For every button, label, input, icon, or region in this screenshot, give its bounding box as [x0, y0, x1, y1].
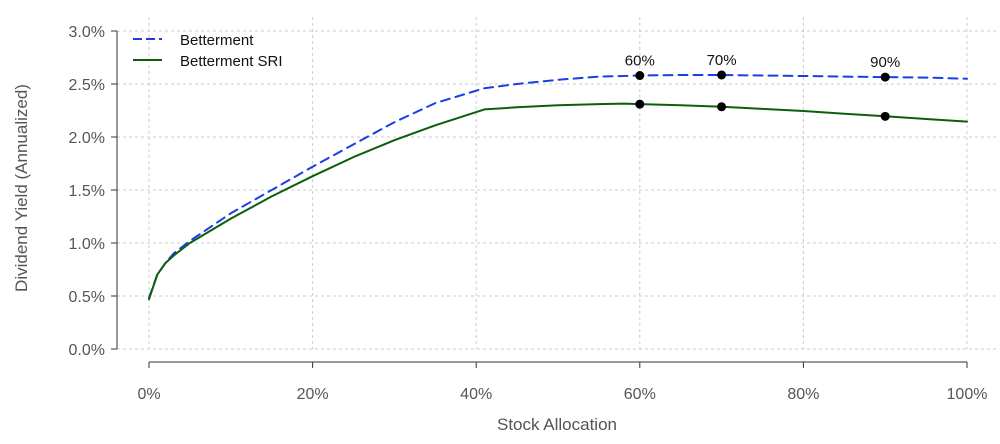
legend: Betterment Betterment SRI: [133, 32, 283, 70]
highlight-point: [717, 70, 727, 80]
x-axis-title: Stock Allocation: [497, 415, 617, 434]
highlight-point: [717, 102, 727, 112]
x-tick-label: 40%: [460, 386, 492, 403]
y-tick-label: 1.0%: [69, 236, 105, 253]
legend-label-betterment: Betterment: [180, 32, 254, 49]
x-tick-label: 60%: [624, 386, 656, 403]
y-tick-label: 2.0%: [69, 130, 105, 147]
y-tick-label: 0.0%: [69, 342, 105, 359]
legend-label-betterment-sri: Betterment SRI: [180, 53, 283, 70]
y-tick-label: 0.5%: [69, 289, 105, 306]
point-label: 60%: [625, 53, 655, 70]
y-tick-label: 3.0%: [69, 24, 105, 41]
series-line-betterment-sri: [148, 102, 968, 301]
highlight-point: [635, 71, 645, 81]
y-tick-label: 2.5%: [69, 77, 105, 94]
series-lines: [148, 74, 968, 301]
x-tick-label: 20%: [297, 386, 329, 403]
series-line-betterment: [148, 74, 968, 300]
highlight-point: [635, 99, 645, 109]
x-tick-label: 0%: [137, 386, 160, 403]
point-label: 90%: [870, 54, 900, 71]
y-tick-label: 1.5%: [69, 183, 105, 200]
point-label: 70%: [707, 52, 737, 69]
highlight-point: [880, 111, 890, 121]
x-tick-label: 80%: [787, 386, 819, 403]
highlight-points: 60% 70% 90%: [625, 52, 900, 121]
highlight-point: [880, 72, 890, 82]
y-axis-title: Dividend Yield (Annualized): [12, 84, 31, 292]
axes: 0.0% 0.5% 1.0% 1.5% 2.0% 2.5% 3.0% 0% 20% 40% 60% 8…: [69, 24, 988, 403]
x-tick-label: 100%: [947, 386, 988, 403]
